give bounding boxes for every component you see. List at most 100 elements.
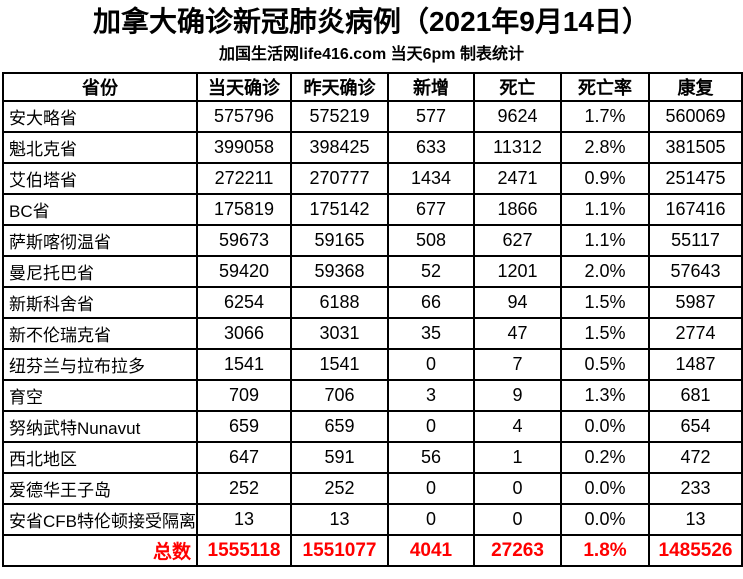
- value-cell: 2774: [648, 317, 743, 350]
- table-row: 曼尼托巴省 59420 59368 52 1201 2.0% 57643: [2, 255, 743, 288]
- value-cell: 677: [387, 193, 475, 226]
- value-cell: 659: [196, 410, 292, 443]
- value-cell: 1434: [387, 162, 475, 195]
- table-row: 萨斯喀彻温省 59673 59165 508 627 1.1% 55117: [2, 224, 743, 257]
- value-cell: 47: [473, 317, 562, 350]
- value-cell: 55117: [648, 224, 743, 257]
- province-cell: 曼尼托巴省: [2, 255, 198, 288]
- value-cell: 11312: [473, 131, 562, 164]
- value-cell: 2.0%: [560, 255, 650, 288]
- table-row: BC省 175819 175142 677 1866 1.1% 167416: [2, 193, 743, 226]
- province-cell: 育空: [2, 379, 198, 412]
- value-cell: 5987: [648, 286, 743, 319]
- value-cell: 627: [473, 224, 562, 257]
- value-cell: 508: [387, 224, 475, 257]
- value-cell: 13: [196, 503, 292, 536]
- province-cell: 安大略省: [2, 100, 198, 133]
- value-cell: 398425: [290, 131, 389, 164]
- value-cell: 1201: [473, 255, 562, 288]
- value-cell: 59420: [196, 255, 292, 288]
- header-death-rate: 死亡率: [560, 72, 650, 102]
- province-cell: 努纳武特Nunavut: [2, 410, 198, 443]
- value-cell: 6188: [290, 286, 389, 319]
- province-cell: 萨斯喀彻温省: [2, 224, 198, 257]
- province-cell: 爱德华王子岛: [2, 472, 198, 505]
- value-cell: 472: [648, 441, 743, 474]
- province-cell: 新不伦瑞克省: [2, 317, 198, 350]
- value-cell: 13: [648, 503, 743, 536]
- table-row: 育空 709 706 3 9 1.3% 681: [2, 379, 743, 412]
- value-cell: 1551077: [290, 534, 389, 567]
- province-cell: 纽芬兰与拉布拉多: [2, 348, 198, 381]
- value-cell: 575219: [290, 100, 389, 133]
- value-cell: 272211: [196, 162, 292, 195]
- header-recovered: 康复: [648, 72, 743, 102]
- value-cell: 57643: [648, 255, 743, 288]
- value-cell: 1541: [290, 348, 389, 381]
- value-cell: 1.3%: [560, 379, 650, 412]
- value-cell: 3031: [290, 317, 389, 350]
- value-cell: 0.9%: [560, 162, 650, 195]
- value-cell: 252: [196, 472, 292, 505]
- covid-stats-table: 省份 当天确诊 昨天确诊 新增 死亡 死亡率 康复 安大略省 575796 5752…: [2, 72, 743, 567]
- header-today-confirmed: 当天确诊: [196, 72, 292, 102]
- value-cell: 0: [387, 410, 475, 443]
- value-cell: 94: [473, 286, 562, 319]
- page-title: 加拿大确诊新冠肺炎病例（2021年9月14日）: [92, 6, 650, 37]
- table-body: 安大略省 575796 575219 577 9624 1.7% 560069 魁北克省 399…: [2, 100, 743, 567]
- page-subtitle: 加国生活网life416.com 当天6pm 制表统计: [219, 46, 524, 63]
- value-cell: 706: [290, 379, 389, 412]
- value-cell: 0: [387, 503, 475, 536]
- header-yesterday-confirmed: 昨天确诊: [290, 72, 389, 102]
- value-cell: 7: [473, 348, 562, 381]
- value-cell: 575796: [196, 100, 292, 133]
- value-cell: 3066: [196, 317, 292, 350]
- value-cell: 2.8%: [560, 131, 650, 164]
- province-cell: 新斯科舍省: [2, 286, 198, 319]
- total-label-cell: 总数: [2, 534, 198, 567]
- province-cell: 西北地区: [2, 441, 198, 474]
- value-cell: 0.0%: [560, 472, 650, 505]
- value-cell: 1.7%: [560, 100, 650, 133]
- value-cell: 270777: [290, 162, 389, 195]
- value-cell: 1: [473, 441, 562, 474]
- table-row: 努纳武特Nunavut 659 659 0 4 0.0% 654: [2, 410, 743, 443]
- value-cell: 52: [387, 255, 475, 288]
- value-cell: 0.0%: [560, 503, 650, 536]
- header-deaths: 死亡: [473, 72, 562, 102]
- value-cell: 4041: [387, 534, 475, 567]
- value-cell: 591: [290, 441, 389, 474]
- table-row: 爱德华王子岛 252 252 0 0 0.0% 233: [2, 472, 743, 505]
- value-cell: 0: [473, 472, 562, 505]
- value-cell: 4: [473, 410, 562, 443]
- value-cell: 66: [387, 286, 475, 319]
- table-row: 纽芬兰与拉布拉多 1541 1541 0 7 0.5% 1487: [2, 348, 743, 381]
- province-cell: BC省: [2, 193, 198, 226]
- table-row: 安大略省 575796 575219 577 9624 1.7% 560069: [2, 100, 743, 133]
- value-cell: 654: [648, 410, 743, 443]
- value-cell: 647: [196, 441, 292, 474]
- value-cell: 3: [387, 379, 475, 412]
- value-cell: 6254: [196, 286, 292, 319]
- value-cell: 577: [387, 100, 475, 133]
- value-cell: 1866: [473, 193, 562, 226]
- value-cell: 175142: [290, 193, 389, 226]
- value-cell: 175819: [196, 193, 292, 226]
- table-row: 艾伯塔省 272211 270777 1434 2471 0.9% 251475: [2, 162, 743, 195]
- value-cell: 1485526: [648, 534, 743, 567]
- value-cell: 27263: [473, 534, 562, 567]
- value-cell: 9624: [473, 100, 562, 133]
- value-cell: 2471: [473, 162, 562, 195]
- value-cell: 1541: [196, 348, 292, 381]
- table-row: 安省CFB特伦顿接受隔离 13 13 0 0 0.0% 13: [2, 503, 743, 536]
- table-row: 新斯科舍省 6254 6188 66 94 1.5% 5987: [2, 286, 743, 319]
- header-province: 省份: [2, 72, 198, 102]
- province-cell: 安省CFB特伦顿接受隔离: [2, 503, 198, 536]
- value-cell: 251475: [648, 162, 743, 195]
- value-cell: 1.5%: [560, 317, 650, 350]
- value-cell: 0.5%: [560, 348, 650, 381]
- value-cell: 252: [290, 472, 389, 505]
- value-cell: 681: [648, 379, 743, 412]
- total-row: 总数 1555118 1551077 4041 27263 1.8% 1485526: [2, 534, 743, 567]
